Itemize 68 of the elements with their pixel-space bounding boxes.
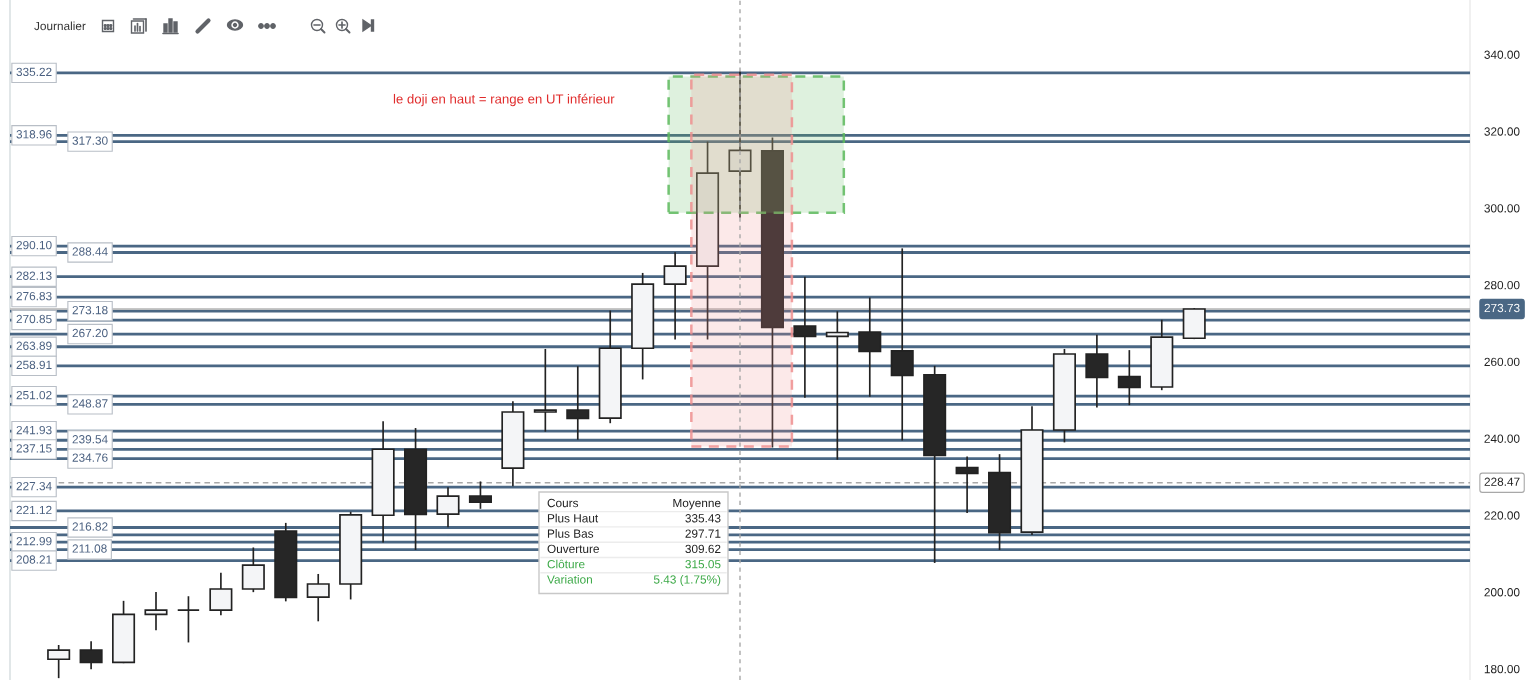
- candlestick: [793, 276, 817, 398]
- candlestick: [566, 366, 590, 440]
- y-tick-label: 240.00: [1484, 434, 1520, 443]
- ref-line-label: 258.91: [16, 360, 52, 370]
- y-tick-label: 180.00: [1484, 664, 1520, 674]
- ref-line-label: 227.34: [16, 481, 52, 491]
- ref-line-label: 208.21: [16, 555, 52, 564]
- ref-line-label: 270.85: [16, 314, 52, 324]
- annotation: Variation: [547, 575, 592, 584]
- ref-line-label: 317.30: [72, 136, 108, 145]
- ref-line-label: 237.15: [16, 444, 52, 453]
- candlestick: [728, 71, 752, 218]
- ref-line-label: 318.96: [16, 130, 52, 139]
- ref-line-label: 239.54: [72, 435, 108, 444]
- candlestick: [306, 573, 330, 622]
- y-tick-label: 280.00: [1484, 280, 1520, 290]
- candlestick: [1117, 350, 1141, 406]
- ref-line-label: 234.76: [72, 453, 108, 462]
- candlestick: [47, 644, 71, 679]
- candlestick: [176, 596, 200, 643]
- annotation: 335.43: [685, 514, 721, 523]
- candlestick: [468, 481, 492, 509]
- ref-line-label: 212.99: [16, 537, 52, 546]
- y-tick-label: 200.00: [1484, 588, 1520, 597]
- y-tick-label: 260.00: [1484, 357, 1520, 367]
- candlestick: [79, 641, 103, 670]
- candlestick: [209, 572, 233, 616]
- ref-line-label: 216.82: [72, 522, 108, 531]
- annotation: 309.62: [685, 544, 721, 554]
- ref-line-label: 288.44: [72, 247, 108, 256]
- y-tick-label: 220.00: [1484, 511, 1520, 520]
- ref-line-label: 273.18: [72, 305, 108, 315]
- annotation: 315.05: [685, 560, 721, 569]
- ref-line-label: 248.87: [72, 399, 108, 408]
- annotation: Ouverture: [547, 544, 599, 554]
- annotation: Moyenne: [673, 498, 721, 510]
- annotation: 297.71: [685, 529, 721, 538]
- annotation: Plus Bas: [547, 529, 594, 538]
- ref-line-label: 290.10: [16, 240, 52, 250]
- annotation: Clôture: [547, 559, 585, 569]
- ref-line-label: 267.20: [72, 328, 108, 338]
- candlestick: [955, 456, 979, 514]
- candlestick: [533, 348, 557, 432]
- ref-line-label: 335.22: [16, 67, 52, 77]
- candlestick: [436, 487, 460, 528]
- ref-line-label: 273.73: [1484, 303, 1520, 313]
- candlestick: [1085, 334, 1109, 408]
- candlestick: [144, 592, 168, 631]
- y-tick-label: 300.00: [1484, 204, 1520, 213]
- y-tick-label: 320.00: [1484, 127, 1520, 136]
- annotation: 5.43 (1.75%): [653, 575, 721, 586]
- annotation: Cours: [547, 498, 579, 508]
- ref-line-label: 211.08: [72, 544, 107, 553]
- ref-line-label: 228.47: [1484, 477, 1520, 486]
- ref-line-label: 221.12: [16, 505, 52, 515]
- ref-line-label: 251.02: [16, 390, 52, 400]
- ref-line-label: 282.13: [16, 271, 52, 280]
- candlestick: [858, 297, 882, 397]
- annotation: le doji en haut = range en UT inférieur: [393, 93, 615, 107]
- ref-line-label: 276.83: [16, 291, 52, 301]
- candlestick: [825, 311, 849, 460]
- y-tick-label: 340.00: [1484, 50, 1520, 59]
- ref-line-label: 263.89: [16, 341, 52, 350]
- annotation: Plus Haut: [547, 513, 599, 523]
- candlestick: [663, 252, 687, 340]
- candlestick: [241, 547, 265, 593]
- annotation: Journalier: [34, 21, 86, 31]
- ref-line-label: 241.93: [16, 425, 52, 435]
